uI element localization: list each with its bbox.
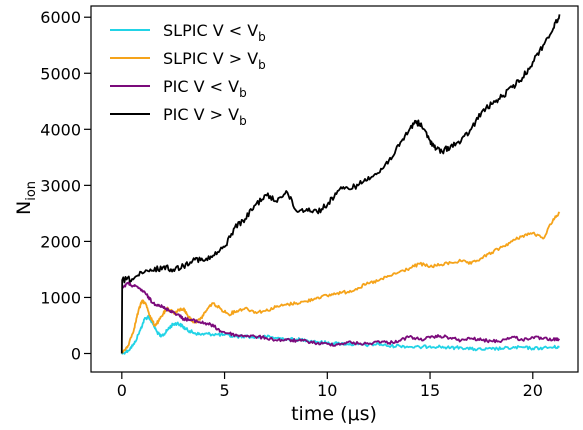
y-tick-label: 1000 bbox=[40, 288, 81, 307]
series-line-3 bbox=[120, 14, 561, 354]
legend-label-sub: b bbox=[258, 30, 266, 44]
legend-label-base: SLPIC V > V bbox=[163, 49, 258, 68]
x-tick-label: 20 bbox=[523, 381, 543, 400]
legend-label: PIC V < Vb bbox=[163, 77, 247, 100]
x-axis-label: time (μs) bbox=[291, 403, 377, 425]
x-tick-label: 15 bbox=[420, 381, 440, 400]
x-tick-label: 0 bbox=[117, 381, 127, 400]
legend-label-base: PIC V > V bbox=[163, 105, 239, 124]
y-tick-label: 0 bbox=[71, 345, 81, 364]
legend-label: PIC V > Vb bbox=[163, 105, 247, 128]
series-line-0 bbox=[121, 315, 560, 355]
y-tick-label: 6000 bbox=[40, 8, 81, 27]
y-tick-label: 2000 bbox=[40, 232, 81, 251]
legend-label-base: PIC V < V bbox=[163, 77, 239, 96]
legend-label-base: SLPIC V < V bbox=[163, 21, 258, 40]
y-axis-ticks: 0 1000 2000 3000 4000 5000 6000 bbox=[40, 8, 91, 364]
legend-label-sub: b bbox=[258, 58, 266, 72]
legend-label: SLPIC V < Vb bbox=[163, 21, 266, 44]
y-axis-label-sub: ion bbox=[24, 181, 39, 201]
legend-label-sub: b bbox=[239, 114, 247, 128]
series-line-2 bbox=[121, 281, 561, 347]
series-line-1 bbox=[120, 211, 561, 354]
y-axis-label-base: N bbox=[13, 201, 35, 215]
legend-label-sub: b bbox=[239, 86, 247, 100]
y-tick-label: 5000 bbox=[40, 64, 81, 83]
y-tick-label: 4000 bbox=[40, 120, 81, 139]
x-tick-label: 5 bbox=[219, 381, 229, 400]
y-axis-label: Nion bbox=[13, 181, 39, 215]
x-axis-ticks: 0 5 10 15 20 bbox=[117, 372, 543, 400]
legend-label: SLPIC V > Vb bbox=[163, 49, 266, 72]
y-tick-label: 3000 bbox=[40, 176, 81, 195]
x-tick-label: 10 bbox=[317, 381, 337, 400]
series-lines bbox=[120, 14, 561, 355]
